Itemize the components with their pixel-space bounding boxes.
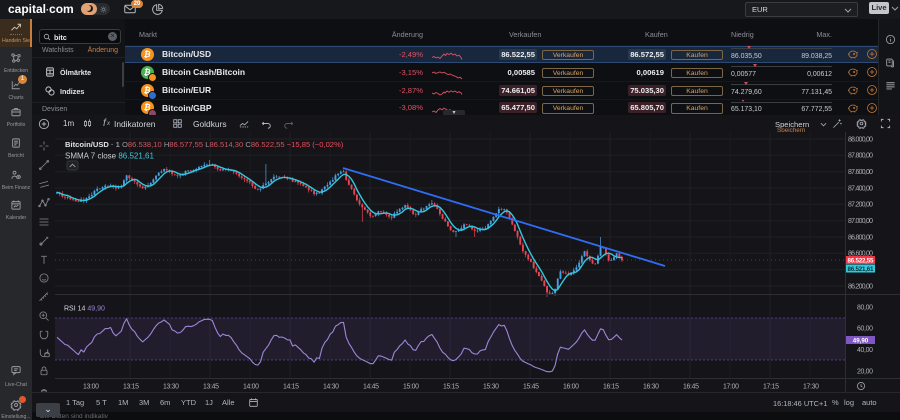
svg-text:86.200,00: 86.200,00: [848, 283, 873, 290]
svg-text:87.800,00: 87.800,00: [848, 153, 873, 160]
svg-text:17:30: 17:30: [803, 384, 819, 391]
svg-text:87.200,00: 87.200,00: [848, 202, 873, 209]
svg-text:60,00: 60,00: [857, 326, 873, 333]
svg-text:86.800,00: 86.800,00: [848, 234, 873, 241]
svg-text:16:45: 16:45: [683, 384, 699, 391]
svg-text:15:00: 15:00: [403, 384, 419, 391]
svg-text:88.000,00: 88.000,00: [848, 136, 873, 143]
svg-text:15:15: 15:15: [443, 384, 459, 391]
svg-text:SMMA 7 close 86.521,61: SMMA 7 close 86.521,61: [65, 152, 155, 161]
svg-text:16:00: 16:00: [563, 384, 579, 391]
svg-text:14:00: 14:00: [243, 384, 259, 391]
svg-text:20,00: 20,00: [857, 368, 873, 375]
svg-text:40,00: 40,00: [857, 347, 873, 354]
svg-text:86.600,00: 86.600,00: [848, 251, 873, 258]
svg-text:15:45: 15:45: [523, 384, 539, 391]
svg-text:15:30: 15:30: [483, 384, 499, 391]
svg-text:16:30: 16:30: [643, 384, 659, 391]
svg-text:86.521,61: 86.521,61: [848, 266, 875, 273]
svg-text:13:00: 13:00: [83, 384, 99, 391]
svg-text:13:15: 13:15: [123, 384, 139, 391]
svg-text:80,00: 80,00: [857, 304, 873, 311]
svg-text:13:45: 13:45: [203, 384, 219, 391]
svg-text:13:30: 13:30: [163, 384, 179, 391]
svg-text:14:15: 14:15: [283, 384, 299, 391]
svg-text:17:15: 17:15: [763, 384, 779, 391]
svg-text:87.000,00: 87.000,00: [848, 218, 873, 225]
svg-text:14:45: 14:45: [363, 384, 379, 391]
svg-text:87.600,00: 87.600,00: [848, 169, 873, 176]
svg-text:49,90: 49,90: [853, 337, 869, 344]
svg-text:Bitcoin/USD · 1 O86.538,10 H8: Bitcoin/USD · 1 O86.538,10 H86.577,55 L8…: [65, 140, 344, 149]
svg-text:87.400,00: 87.400,00: [848, 185, 873, 192]
svg-text:86.522,55: 86.522,55: [848, 257, 875, 264]
svg-text:RSI 14 49,90: RSI 14 49,90: [64, 306, 105, 313]
svg-text:14:30: 14:30: [323, 384, 339, 391]
svg-text:16:15: 16:15: [603, 384, 619, 391]
svg-text:17:00: 17:00: [723, 384, 739, 391]
